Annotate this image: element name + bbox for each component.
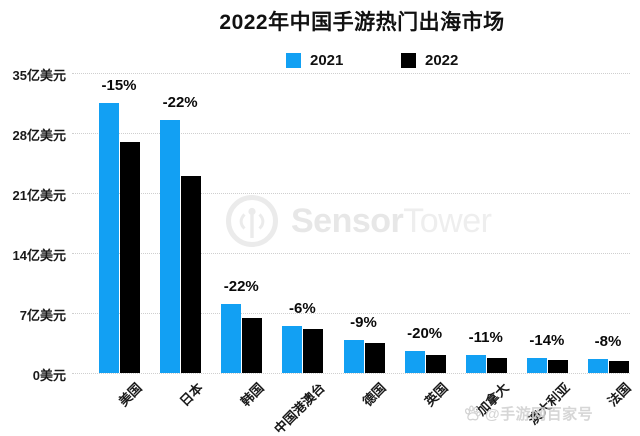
y-axis-tick-label: 35亿美元 [12,68,66,83]
bar-2021 [588,359,608,373]
y-gridline [72,73,630,74]
sensortower-logo-icon [226,195,278,247]
change-percent-label: -8% [594,333,622,351]
bar-2022 [364,342,385,373]
change-percent-label: -22% [223,277,259,295]
legend-label-2021: 2021 [310,52,344,69]
y-axis-tick-label: 7亿美元 [19,308,66,323]
bar-2021 [160,120,181,373]
sensortower-watermark: SensorTower [225,194,492,248]
bar-2022 [303,329,324,373]
change-percent-label: -6% [289,299,316,317]
credit-text: @手游网百家号 [485,406,594,423]
y-axis-tick-label: 0美元 [32,368,66,383]
bar-2022 [609,360,629,373]
x-axis-category-label: 英国 [421,380,451,410]
bar-2021 [221,303,242,373]
source-credit-watermark: @手游网百家号 [464,403,593,424]
y-gridline [72,193,630,194]
bar-2022 [547,360,568,373]
bar-2021 [526,358,547,373]
x-axis-category-label: 法国 [604,380,634,410]
bar-2022 [242,318,263,373]
bar-2022 [181,175,202,373]
bar-2021 [282,325,303,373]
x-axis-category-label: 日本 [176,380,206,410]
bar-2021 [465,355,486,373]
y-axis-tick-label: 28亿美元 [12,128,66,143]
legend-label-2022: 2022 [425,52,459,69]
y-gridline [72,373,630,374]
legend: 2021 2022 [0,52,640,70]
y-gridline [72,133,630,134]
change-percent-label: -14% [529,332,565,349]
legend-item-2022: 2022 [401,52,458,69]
change-percent-label: -22% [162,94,198,112]
bar-2022 [120,142,140,373]
y-gridline [72,313,630,314]
y-axis-tick-label: 14亿美元 [12,248,66,263]
x-axis-category-label: 韩国 [237,380,267,410]
x-axis-category-label: 中国港澳台 [271,380,329,436]
y-axis-tick-label: 21亿美元 [12,188,66,203]
x-axis-category-label: 美国 [115,380,145,410]
bar-2021 [343,339,364,373]
bar-2021 [99,103,119,373]
legend-swatch-2022-icon [401,53,416,68]
legend-item-2021: 2021 [286,52,343,69]
x-axis-category-label: 德国 [360,380,390,410]
baidu-paw-icon [464,405,481,421]
change-percent-label: -11% [468,329,503,347]
bar-2021 [404,350,425,373]
change-percent-label: -20% [407,324,443,342]
bar-2022 [486,357,507,373]
bar-2022 [425,355,446,373]
sensortower-wordmark: SensorTower [291,202,492,240]
legend-swatch-2021-icon [286,53,301,68]
y-gridline [72,253,630,254]
change-percent-label: -15% [101,77,137,94]
change-percent-label: -9% [350,313,377,331]
chart-title: 2022年中国手游热门出海市场 [219,11,505,34]
